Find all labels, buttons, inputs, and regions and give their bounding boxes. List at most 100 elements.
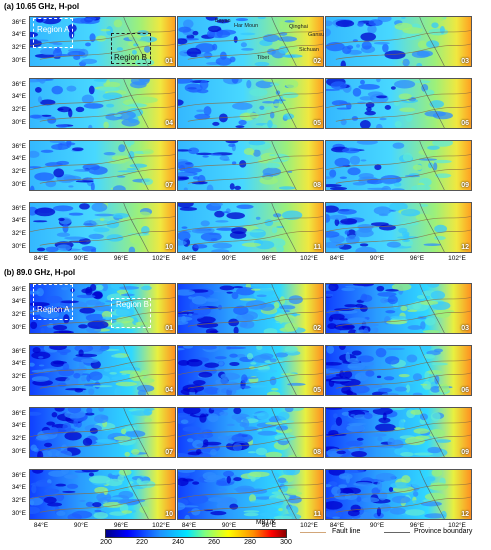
panel-number: 07 [165, 182, 173, 189]
panel-number: 11 [313, 244, 321, 251]
panel-number: 05 [313, 120, 321, 127]
x-tick-label: 102°E [300, 522, 318, 529]
y-tick-label: 30°E [11, 448, 26, 455]
panel-number: 10 [165, 511, 173, 518]
colorbar-tick: 280 [244, 539, 256, 546]
y-tick-label: 34°E [11, 155, 26, 162]
y-tick-label: 30°E [11, 243, 26, 250]
y-tick-label: 32°E [11, 106, 26, 113]
brightness-map [178, 408, 323, 457]
panel-number: 06 [461, 120, 469, 127]
brightness-map [30, 408, 175, 457]
x-tick-label: 90°E [221, 255, 237, 262]
y-tick-label: 36°E [11, 81, 26, 88]
province-boundary-swatch [384, 532, 410, 533]
colorbar-tick: 220 [136, 539, 148, 546]
panel-number: 04 [165, 387, 173, 394]
x-tick-label: 102°E [152, 255, 170, 262]
province-label: Bayan [215, 18, 231, 24]
x-tick-label: 84°E [33, 255, 49, 262]
y-tick-label: 34°E [11, 360, 26, 367]
brightness-map [178, 79, 323, 128]
panel-number: 09 [461, 182, 469, 189]
y-tick-label: 36°E [11, 19, 26, 26]
region-a-label-b: Region A [37, 305, 70, 314]
section-a-label: (a) [4, 2, 14, 11]
map-panel: 06 [325, 78, 472, 129]
y-tick-label: 32°E [11, 168, 26, 175]
x-tick-label: 102°E [448, 255, 466, 262]
colorbar-tick: 240 [172, 539, 184, 546]
x-tick-label: 84°E [329, 255, 345, 262]
map-panel: 09 [325, 140, 472, 191]
region-b-box-a [111, 33, 151, 64]
brightness-map [326, 470, 471, 519]
panel-number: 02 [313, 58, 321, 65]
map-panel: 11 [177, 469, 324, 520]
y-tick-label: 32°E [11, 497, 26, 504]
x-tick-label: 102°E [448, 522, 466, 529]
province-boundary-label: Province boundary [414, 528, 473, 535]
map-panel: 03 [325, 16, 472, 67]
brightness-map [326, 408, 471, 457]
y-tick-label: 30°E [11, 181, 26, 188]
brightness-map [178, 284, 323, 333]
map-panel: 08 [177, 140, 324, 191]
panel-number: 02 [313, 325, 321, 332]
x-tick-label: 84°E [33, 522, 49, 529]
brightness-map [178, 203, 323, 252]
panel-number: 03 [461, 325, 469, 332]
panel-number: 10 [165, 244, 173, 251]
y-tick-label: 32°E [11, 230, 26, 237]
brightness-map [30, 79, 175, 128]
map-panel: 10 [29, 469, 176, 520]
brightness-map [326, 17, 471, 66]
y-tick-label: 34°E [11, 484, 26, 491]
y-tick-label: 36°E [11, 472, 26, 479]
y-tick-label: 36°E [11, 348, 26, 355]
section-b-text: 89.0 GHz, H-pol [16, 268, 76, 277]
brightness-map [326, 203, 471, 252]
x-tick-label: 90°E [221, 522, 237, 529]
y-tick-label: 30°E [11, 386, 26, 393]
map-panel: 02 [177, 16, 324, 67]
fault-line-label: Fault line [332, 528, 361, 535]
map-panel: 02 [177, 283, 324, 334]
map-panel: 10 [29, 202, 176, 253]
brightness-map [326, 346, 471, 395]
brightness-map [30, 346, 175, 395]
map-panel: 07 [29, 407, 176, 458]
panel-number: 05 [313, 387, 321, 394]
map-panel: 06 [325, 345, 472, 396]
y-tick-label: 36°E [11, 286, 26, 293]
colorbar-tick: 300 [280, 539, 292, 546]
panel-number: 04 [165, 120, 173, 127]
y-tick-label: 36°E [11, 410, 26, 417]
region-b-label-a: Region B [114, 53, 147, 62]
panel-number: 12 [461, 244, 469, 251]
x-tick-label: 84°E [181, 255, 197, 262]
x-tick-label: 96°E [261, 522, 277, 529]
y-tick-label: 32°E [11, 311, 26, 318]
x-tick-label: 90°E [73, 255, 89, 262]
brightness-map [30, 203, 175, 252]
panel-number: 12 [461, 511, 469, 518]
x-tick-label: 90°E [73, 522, 89, 529]
province-label: Har Moun [234, 23, 259, 29]
region-a-box-b [33, 284, 73, 320]
brightness-map [178, 346, 323, 395]
region-a-label-a: Region A [37, 25, 70, 34]
y-tick-label: 34°E [11, 31, 26, 38]
panel-number: 09 [461, 449, 469, 456]
panel-number: 03 [461, 58, 469, 65]
province-label: Sichuan [299, 47, 319, 53]
brightness-map [326, 284, 471, 333]
map-panel: 05 [177, 345, 324, 396]
panel-number: 11 [313, 511, 321, 518]
colorbar [105, 529, 287, 538]
brightness-map [178, 17, 323, 66]
y-tick-label: 36°E [11, 143, 26, 150]
x-tick-label: 90°E [369, 255, 385, 262]
x-tick-label: 90°E [369, 522, 385, 529]
y-tick-label: 36°E [11, 205, 26, 212]
